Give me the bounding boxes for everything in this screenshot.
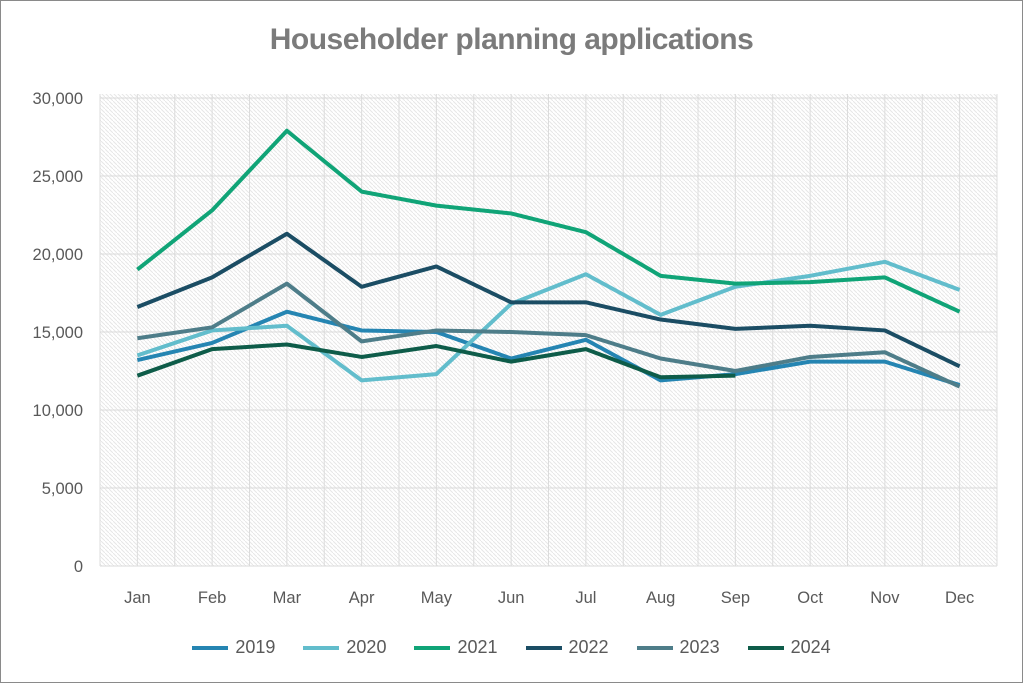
legend-swatch-2019	[192, 645, 229, 650]
y-tick-label: 15,000	[33, 324, 83, 342]
legend-item-2020: 2020	[303, 637, 386, 658]
x-tick-label: Apr	[349, 589, 375, 607]
legend-label: 2019	[235, 637, 276, 657]
plot-area: 0 5,000 10,000 15,000 20,000 25,000 30,000 Jan F…	[33, 90, 998, 607]
legend: 2019 2020 2021 2022 2023 2024	[1, 637, 1022, 658]
legend-label: 2024	[790, 637, 831, 657]
x-tick-label: Oct	[797, 589, 823, 607]
legend-item-2019: 2019	[192, 637, 275, 658]
y-tick-label: 10,000	[33, 402, 83, 420]
legend-swatch-2024	[747, 645, 784, 650]
series-line-2021	[136, 128, 961, 314]
series-line-2020	[136, 259, 961, 383]
x-tick-label: Jan	[124, 589, 151, 607]
legend-label: 2020	[346, 637, 387, 657]
legend-label: 2023	[679, 637, 720, 657]
legend-label: 2022	[568, 637, 609, 657]
legend-swatch-2022	[525, 645, 562, 650]
y-tick-label: 25,000	[33, 168, 83, 186]
series-line-2023	[137, 281, 961, 389]
x-tick-label: Feb	[198, 589, 226, 607]
x-tick-label: May	[421, 589, 453, 607]
x-tick-label: Jul	[575, 589, 596, 607]
series-line-2019	[136, 309, 961, 387]
x-tick-label: Nov	[870, 589, 900, 607]
legend-label: 2021	[457, 637, 498, 657]
y-tick-label: 30,000	[33, 90, 83, 108]
legend-swatch-2023	[636, 645, 673, 650]
legend-item-2023: 2023	[636, 637, 720, 658]
y-tick-label: 20,000	[33, 246, 83, 264]
legend-item-2022: 2022	[525, 637, 609, 658]
series-line-2022	[136, 231, 961, 369]
y-tick-label: 5,000	[42, 480, 83, 498]
legend-item-2021: 2021	[414, 637, 498, 658]
chart-title: Householder planning applications	[269, 23, 754, 56]
x-tick-label: Mar	[273, 589, 302, 607]
x-tick-label: Jun	[498, 589, 525, 607]
series-line-2024	[136, 342, 736, 380]
x-tick-label: Sep	[721, 589, 750, 607]
legend-swatch-2021	[414, 645, 451, 650]
x-tick-label: Dec	[945, 589, 974, 607]
legend-item-2024: 2024	[747, 637, 831, 658]
y-tick-label: 0	[74, 558, 83, 576]
legend-swatch-2020	[303, 645, 340, 650]
x-tick-label: Aug	[646, 589, 675, 607]
